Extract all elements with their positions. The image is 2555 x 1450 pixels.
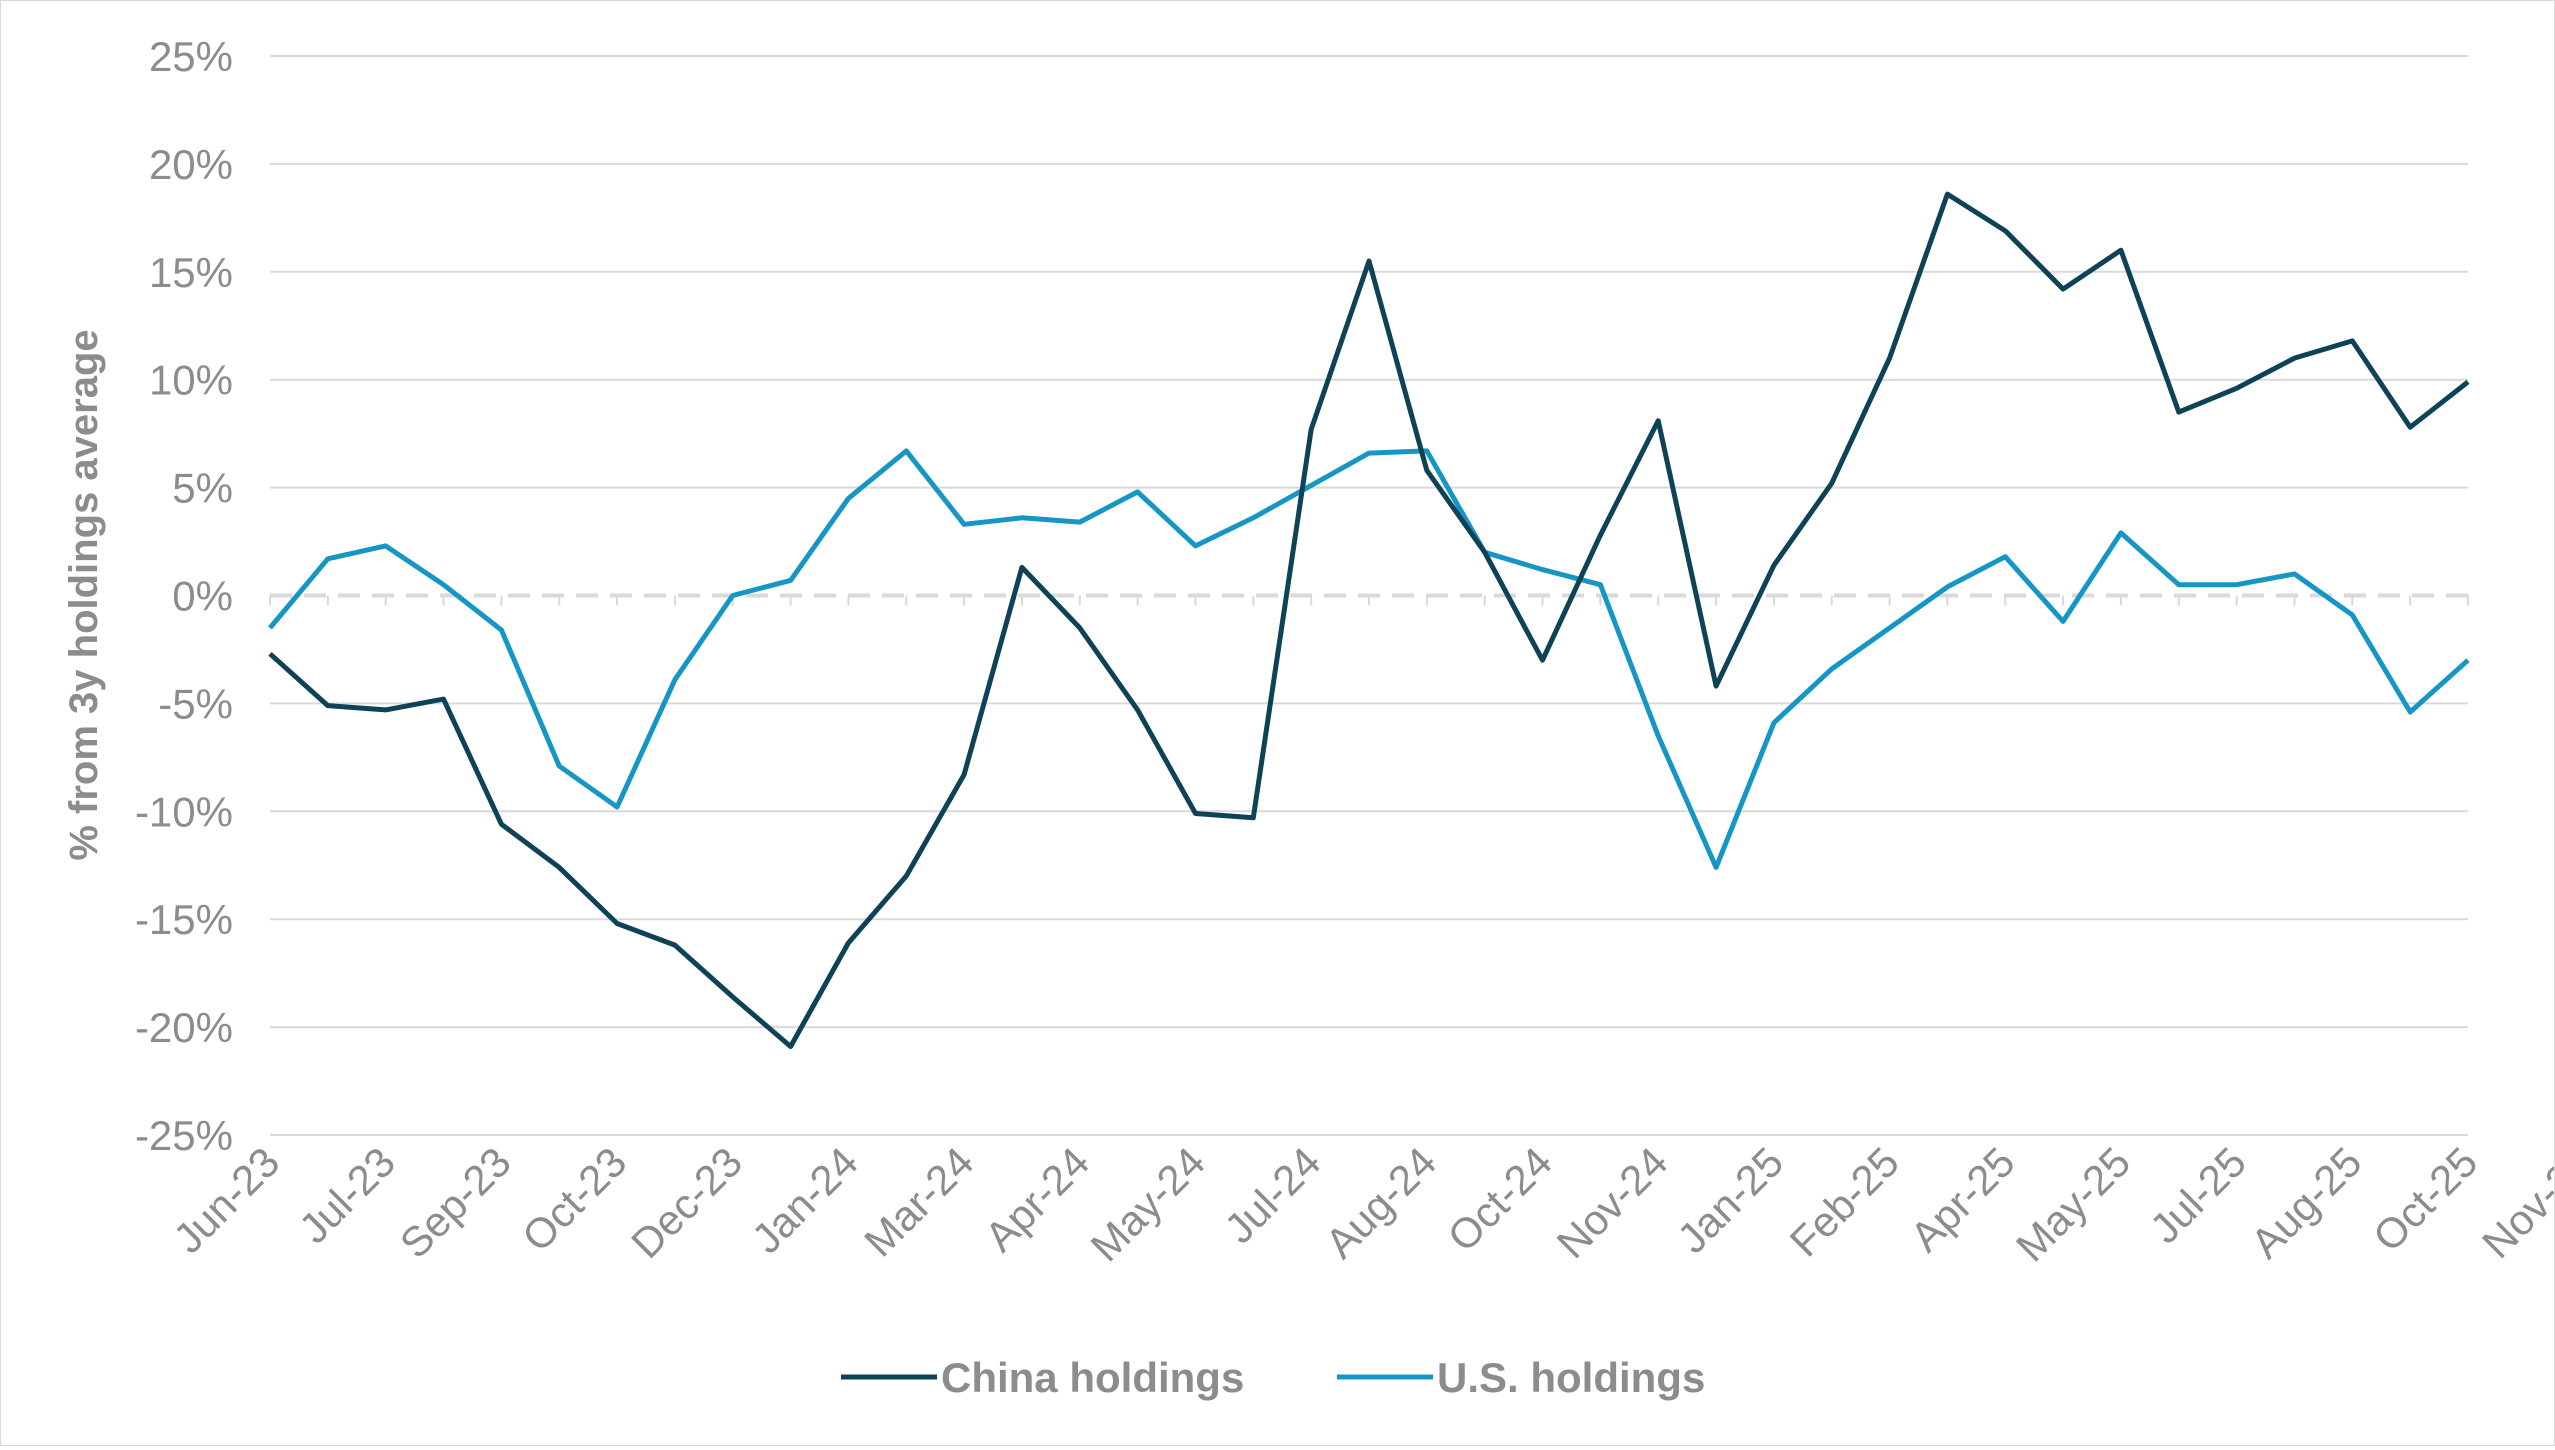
series-lines — [268, 191, 2470, 1049]
x-tick-label: Apr-25 — [1901, 1138, 2023, 1260]
x-axis-ticks: Jun-23 Jul-23Sep-23Oct-23Dec-23Jan-24Mar-… — [164, 1138, 2555, 1270]
y-axis-label: % from 3y holdings average — [62, 329, 106, 860]
y-tick-label: 0% — [172, 573, 233, 620]
x-tick-label: Oct-23 — [513, 1138, 635, 1260]
x-tick-label: Jul-25 — [2141, 1138, 2255, 1252]
y-tick-label: -25% — [135, 1112, 233, 1159]
y-tick-label: -20% — [135, 1004, 233, 1051]
y-tick-label: 25% — [149, 33, 233, 80]
y-tick-label: -15% — [135, 896, 233, 943]
x-tick-label: Jul-23 — [290, 1138, 404, 1252]
series-line-china-holdings — [268, 191, 2470, 1049]
x-tick-label: Jan-25 — [1668, 1138, 1792, 1262]
x-tick-label: Oct-25 — [2364, 1138, 2486, 1260]
x-tick-label: Aug-25 — [2242, 1138, 2371, 1267]
legend: China holdings U.S. holdings — [841, 1354, 1705, 1401]
x-tick-label: Apr-24 — [976, 1138, 1098, 1260]
x-tick-label: Nov-24 — [1548, 1138, 1677, 1267]
y-tick-label: -10% — [135, 788, 233, 835]
x-tick-label: Jul-24 — [1215, 1138, 1329, 1252]
x-tick-label: Mar-24 — [855, 1138, 982, 1265]
x-tick-label: Oct-24 — [1439, 1138, 1561, 1260]
y-tick-label: -5% — [158, 680, 233, 727]
y-tick-label: 15% — [149, 249, 233, 296]
x-tick-label: May-24 — [1082, 1138, 1214, 1270]
x-tick-label: Aug-24 — [1316, 1138, 1445, 1267]
x-tick-label: Dec-23 — [622, 1138, 751, 1267]
legend-label: U.S. holdings — [1437, 1354, 1705, 1401]
legend-label: China holdings — [941, 1354, 1244, 1401]
y-tick-label: 10% — [149, 357, 233, 404]
series-line-u-s-holdings — [268, 448, 2470, 870]
x-tick-label: Nov-25 — [2473, 1138, 2554, 1267]
y-tick-label: 20% — [149, 141, 233, 188]
gridlines — [270, 55, 2468, 1136]
y-axis-ticks: -25% -20% -15% -10% -5% 0% 5% 10% 15% 20% 25% — [135, 33, 233, 1159]
x-tick-label: May-25 — [2007, 1138, 2139, 1270]
x-tick-label: Feb-25 — [1781, 1138, 1908, 1265]
zero-line-group — [269, 593, 2469, 606]
x-tick-label: Sep-23 — [391, 1138, 520, 1267]
x-tick-label: Jan-24 — [743, 1138, 867, 1262]
y-tick-label: 5% — [172, 465, 233, 512]
